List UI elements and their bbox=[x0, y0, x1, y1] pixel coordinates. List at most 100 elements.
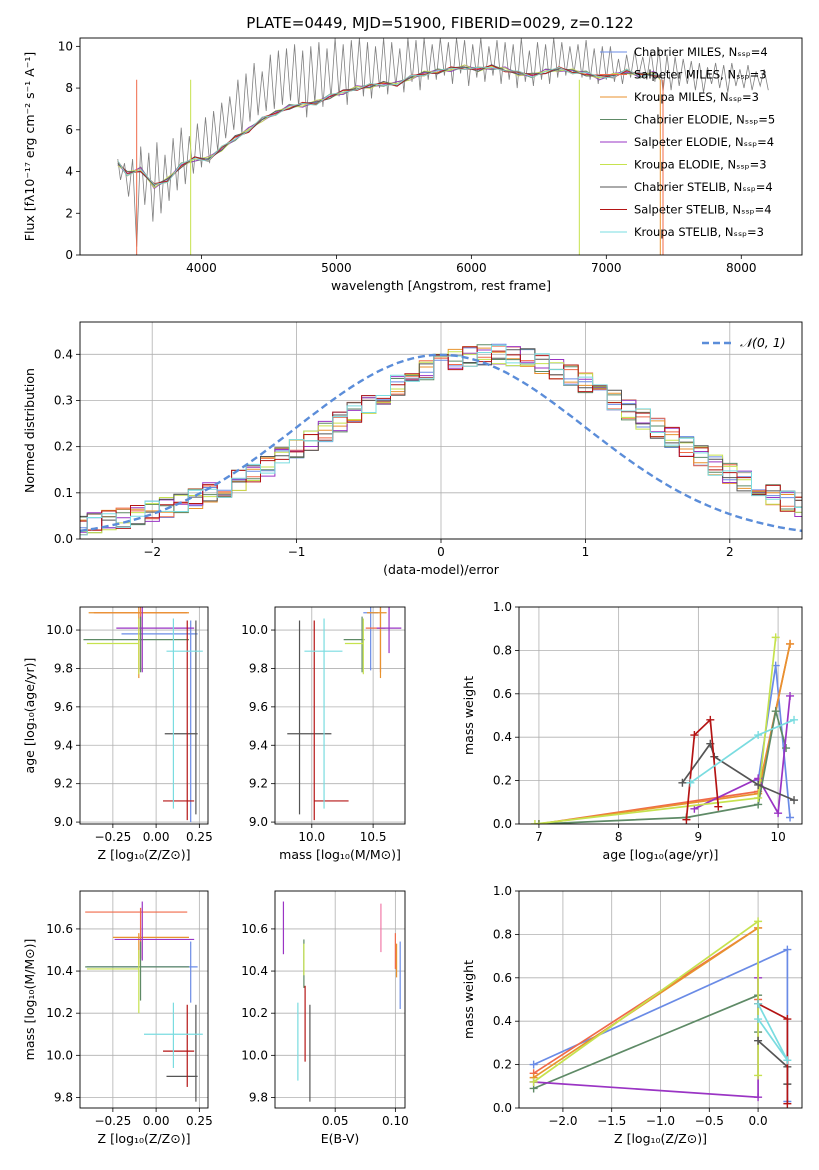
weight-vs-age-panel: 7 8 9 10 0.0 0.2 0.4 0.6 0.8 1.0 age [log₁₀(age/yr… bbox=[461, 600, 803, 862]
weight-point-marker bbox=[782, 744, 791, 753]
residual-histogram-1 bbox=[80, 343, 802, 529]
x-tick-label: −0.25 bbox=[94, 1114, 131, 1128]
y-tick-label: 9.0 bbox=[54, 815, 73, 829]
y-axis-label: mass weight bbox=[461, 676, 476, 755]
legend-label: Salpeter ELODIE, Nₛₛₚ=4 bbox=[634, 135, 774, 149]
legend-label: Chabrier ELODIE, Nₛₛₚ=5 bbox=[634, 113, 775, 127]
plot-frame bbox=[518, 890, 803, 1109]
spectrum-plot-area bbox=[117, 38, 769, 255]
weight-point-marker bbox=[783, 945, 792, 954]
y-tick-label: 10 bbox=[58, 39, 73, 53]
weight-point-marker bbox=[754, 780, 763, 789]
legend-label: Kroupa ELODIE, Nₛₛₚ=3 bbox=[634, 158, 767, 172]
x-tick-label: −1 bbox=[288, 545, 306, 559]
weight-series-line bbox=[685, 717, 720, 820]
x-tick-label: 0.0 bbox=[749, 1114, 768, 1128]
x-tick-label: 0 bbox=[437, 545, 445, 559]
x-tick-label: 0.25 bbox=[186, 830, 213, 844]
y-tick-label: 9.4 bbox=[249, 738, 268, 752]
residuals-plot-area bbox=[80, 343, 802, 536]
weight-plot-area bbox=[529, 917, 792, 1108]
x-tick-label: 7000 bbox=[591, 261, 622, 275]
weight-point-marker bbox=[771, 633, 780, 642]
y-tick-label: 1.0 bbox=[493, 600, 512, 614]
model-spectrum-line bbox=[117, 64, 661, 189]
y-tick-label: 9.4 bbox=[54, 738, 73, 752]
weight-point-marker bbox=[754, 917, 763, 926]
weight-point-marker bbox=[682, 815, 691, 824]
residual-histogram-3 bbox=[80, 346, 802, 521]
model-spectrum-line bbox=[117, 66, 661, 185]
weight-vs-metallicity-panel: −2.0 −1.5 −1.0 −0.5 0.0 0.0 0.2 0.4 0.6 0.8 1.0 Z [… bbox=[461, 884, 803, 1146]
figure-title: PLATE=0449, MJD=51900, FIBERID=0029, z=0… bbox=[246, 14, 633, 32]
y-tick-label: 9.2 bbox=[249, 777, 268, 791]
weight-point-marker bbox=[714, 802, 723, 811]
y-tick-label: 10.4 bbox=[46, 964, 73, 978]
y-tick-label: 9.2 bbox=[54, 777, 73, 791]
x-tick-label: 4000 bbox=[186, 261, 217, 275]
x-tick-label: 7 bbox=[535, 830, 543, 844]
y-tick-label: 0.3 bbox=[54, 393, 73, 407]
x-axis-label: age [log₁₀(age/yr)] bbox=[603, 847, 719, 862]
weight-point-marker bbox=[786, 691, 795, 700]
weight-point-marker bbox=[754, 1071, 763, 1080]
y-tick-label: 10.0 bbox=[46, 623, 73, 637]
x-tick-label: 10 bbox=[770, 830, 785, 844]
errorbar-plot-area bbox=[287, 607, 402, 821]
x-tick-label: 8000 bbox=[726, 261, 757, 275]
weight-point-marker bbox=[706, 715, 715, 724]
legend-label: Chabrier MILES, Nₛₛₚ=4 bbox=[634, 45, 768, 59]
residuals-panel: −2 −1 0 1 2 0.0 0.1 0.2 0.3 0.4 (data-model)/error… bbox=[22, 321, 803, 577]
y-tick-label: 10.6 bbox=[241, 922, 268, 936]
weight-point-marker bbox=[529, 1077, 538, 1086]
weight-point-marker bbox=[686, 778, 695, 787]
mass-vs-metallicity-panel: −0.25 0.00 0.25 9.8 10.0 10.2 10.4 10.6 Z [log₁₀… bbox=[22, 890, 213, 1146]
y-axis-label: mass [log₁₀(M/M⊙)] bbox=[22, 939, 37, 1061]
x-tick-label: 2 bbox=[726, 545, 734, 559]
weight-point-marker bbox=[790, 715, 799, 724]
x-tick-label: −0.25 bbox=[94, 830, 131, 844]
y-tick-label: 0.0 bbox=[493, 817, 512, 831]
plot-frame bbox=[79, 890, 209, 1109]
x-axis-label: Z [log₁₀(Z/Z⊙)] bbox=[614, 1131, 707, 1146]
x-tick-label: 6000 bbox=[456, 261, 487, 275]
plot-frame bbox=[274, 606, 406, 825]
x-axis-label: (data-model)/error bbox=[383, 562, 500, 577]
weight-point-marker bbox=[786, 813, 795, 822]
y-tick-label: 10.0 bbox=[46, 1048, 73, 1062]
weight-point-marker bbox=[754, 1015, 763, 1024]
plot-frame bbox=[79, 37, 803, 256]
y-tick-label: 9.8 bbox=[249, 661, 268, 675]
y-tick-label: 0.8 bbox=[493, 643, 512, 657]
y-tick-label: 0.6 bbox=[493, 971, 512, 985]
plot-frame bbox=[79, 321, 803, 540]
errorbar-plot-area bbox=[282, 901, 401, 1102]
weight-point-marker bbox=[690, 731, 699, 740]
age-vs-metallicity-panel: −0.25 0.00 0.25 9.0 9.2 9.4 9.6 9.8 10.0 Z [log₁₀… bbox=[22, 606, 213, 862]
normal-distribution-curve bbox=[80, 353, 802, 533]
weight-point-marker bbox=[754, 1093, 763, 1102]
model-spectrum-line bbox=[117, 64, 661, 186]
x-tick-label: 10.5 bbox=[360, 830, 387, 844]
y-tick-label: 10.0 bbox=[241, 623, 268, 637]
weight-point-marker bbox=[754, 999, 763, 1008]
mass-vs-ebv-panel: 0.05 0.10 9.8 10.0 10.2 10.4 10.6 E(B-V) bbox=[241, 890, 409, 1146]
y-tick-label: 0.1 bbox=[54, 486, 73, 500]
x-tick-label: −2.0 bbox=[548, 1114, 577, 1128]
weight-plot-area bbox=[530, 633, 799, 824]
y-axis-label: Normed distribution bbox=[22, 368, 37, 493]
weight-point-marker bbox=[754, 1036, 763, 1045]
plot-frame bbox=[518, 606, 803, 825]
weight-series-line bbox=[694, 695, 791, 816]
x-tick-label: 10.0 bbox=[298, 830, 325, 844]
legend-label: Salpeter MILES, Nₛₛₚ=3 bbox=[634, 68, 767, 82]
y-tick-label: 4 bbox=[65, 165, 73, 179]
y-tick-label: 2 bbox=[65, 206, 73, 220]
x-tick-label: −1.5 bbox=[597, 1114, 626, 1128]
weight-point-marker bbox=[529, 1060, 538, 1069]
weight-point-marker bbox=[790, 796, 799, 805]
data-spectrum-line bbox=[117, 38, 769, 247]
weight-point-marker bbox=[783, 1056, 792, 1065]
